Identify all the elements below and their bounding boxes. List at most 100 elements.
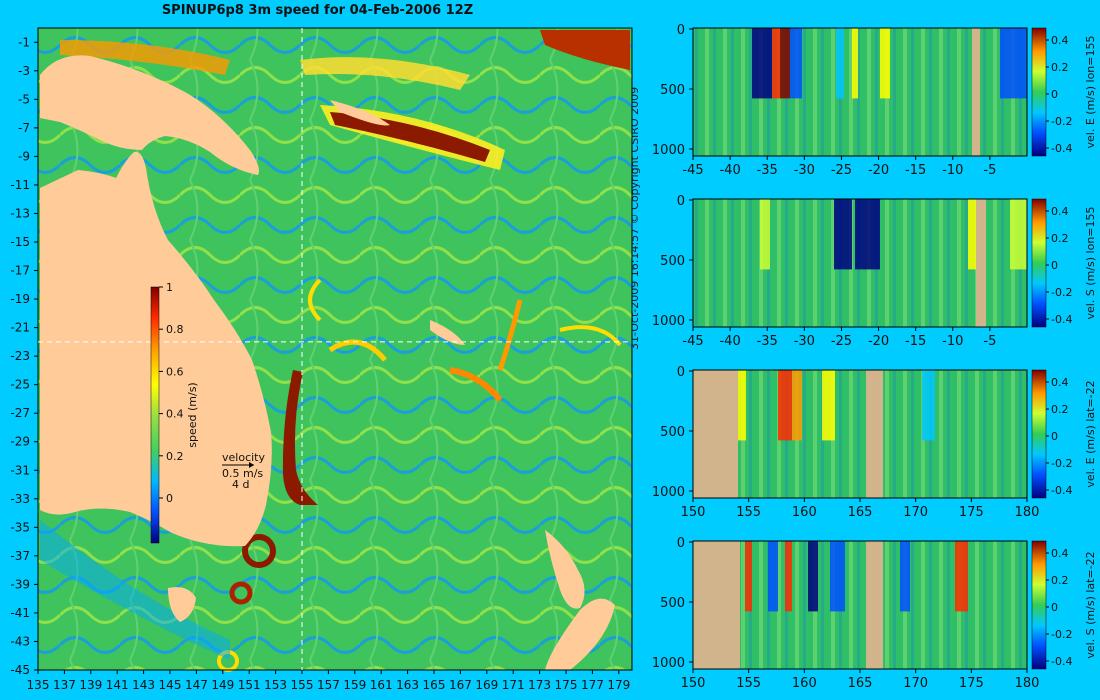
section-x-tick-label: -35 (757, 163, 778, 178)
map-x-tick-label: 177 (581, 678, 604, 692)
section-y-tick-label: 0 (677, 365, 685, 380)
section-colorbar-ramp (1031, 540, 1047, 670)
section-y-tick-label: 500 (660, 425, 685, 440)
section-feature (768, 541, 778, 612)
map-x-tick-label: 169 (475, 678, 498, 692)
map-y-tick-label: -9 (18, 149, 30, 163)
speed-colorbar-tick-label: 0.2 (166, 450, 184, 463)
map-y-tick-label: -45 (10, 663, 30, 677)
section-colorbar-tick-label: 0.2 (1051, 403, 1069, 416)
map-y-tick-label: -33 (10, 492, 30, 506)
section-colorbar-ramp (1031, 369, 1047, 499)
map-y-tick-label: -27 (10, 406, 30, 420)
section-feature (792, 370, 802, 441)
map-x-tick-label: 165 (423, 678, 446, 692)
map-y-tick-label: -43 (10, 634, 30, 648)
map-x-tick-label: 141 (106, 678, 129, 692)
north-current (300, 57, 470, 90)
section-y-tick-label: 1000 (652, 143, 685, 158)
section-colorbar-tick-label: 0.4 (1051, 547, 1069, 560)
map-y-tick-label: -11 (10, 178, 30, 192)
section-panels: 0 500 1000 -45 -40 -35 -30 -25 -20 -15 -10 -5 0.4 0.2… (652, 23, 1097, 691)
section-colorbar-tick-label: -0.4 (1051, 142, 1072, 155)
section-x-tick-label: 175 (959, 505, 984, 520)
section-y-tick-label: 0 (677, 23, 685, 38)
section-x-tick-label: -45 (682, 163, 703, 178)
speed-colorbar: 1 0.8 0.6 0.4 0.2 0 speed (m/s) (150, 281, 199, 544)
section-colorbar-tick-label: 0.4 (1051, 205, 1069, 218)
section-field (693, 541, 1027, 669)
section-feature (922, 370, 935, 441)
section-x-tick-label: 170 (903, 676, 928, 691)
section-feature (834, 199, 852, 270)
section-x-tick-label: -30 (794, 334, 815, 349)
section-feature (738, 370, 746, 441)
section-feature (693, 370, 738, 498)
map-y-tick-label: -3 (18, 64, 30, 78)
section-feature (760, 199, 770, 270)
map-y-tick-label: -37 (10, 549, 30, 563)
map-y-tick-label: -19 (10, 292, 30, 306)
map-x-tick-label: 157 (317, 678, 340, 692)
map-x-tick-label: 155 (291, 678, 314, 692)
section-x-tick-label: -30 (794, 163, 815, 178)
section-colorbar-tick-label: 0 (1051, 259, 1058, 272)
velocity-key-days: 4 d (232, 478, 249, 491)
section-y-tick-label: 500 (660, 596, 685, 611)
section-x-tick-label: -45 (682, 334, 703, 349)
section-x-tick-label: -25 (831, 163, 852, 178)
velocity-key-title: velocity (222, 451, 265, 464)
velocity-key-arrowhead (249, 462, 254, 468)
section-x-tick-label: -40 (719, 163, 740, 178)
section-feature (693, 541, 740, 669)
section-feature (955, 541, 968, 612)
section-colorbar-tick-label: -0.2 (1051, 286, 1072, 299)
northeast-current (540, 30, 630, 70)
velocity-key: velocity 0.5 m/s 4 d (222, 451, 265, 491)
speed-colorbar-tick-label: 0 (166, 492, 173, 505)
map-x-tick-label: 151 (238, 678, 261, 692)
section-feature (855, 199, 880, 270)
section-colorbar-tick-label: 0 (1051, 601, 1058, 614)
map-x-tick-label: 145 (159, 678, 182, 692)
section-x-tick-label: 175 (959, 676, 984, 691)
map-y-tick-label: -39 (10, 577, 30, 591)
eddy-arc-e (308, 278, 322, 322)
section-x-tick-label: 155 (736, 676, 761, 691)
new-zealand-north (545, 530, 585, 609)
speed-colorbar-tick-label: 1 (166, 281, 173, 294)
section-feature (968, 199, 978, 270)
section-colorbar-label: vel. E (m/s) lon=155 (1084, 36, 1097, 149)
section-feature (830, 541, 845, 612)
section-x-tick-label: -35 (757, 334, 778, 349)
map-y-tick-label: -25 (10, 378, 30, 392)
section-x-tick-label: -10 (942, 163, 963, 178)
section-panel-1: 0 500 1000 -45 -40 -35 -30 -25 -20 -15 -10 -5 0.4 0.2… (652, 23, 1097, 178)
eddy-arc-b (328, 339, 387, 362)
section-x-tick-label: -5 (983, 163, 996, 178)
map-y-tick-label: -31 (10, 463, 30, 477)
section-x-tick-label: -25 (831, 334, 852, 349)
section-colorbar-ramp (1031, 198, 1047, 328)
section-feature (778, 370, 792, 441)
section-feature (1010, 199, 1027, 270)
speed-colorbar-ramp (150, 286, 160, 544)
section-colorbar-label: vel. S (m/s) lat=-22 (1084, 551, 1097, 658)
section-x-tick-label: -5 (983, 334, 996, 349)
speed-colorbar-tick-label: 0.8 (166, 323, 184, 336)
map-x-tick-label: 171 (502, 678, 525, 692)
eddy-ring-a (242, 534, 276, 568)
section-colorbar-tick-label: 0.2 (1051, 61, 1069, 74)
section-y-tick-label: 0 (677, 536, 685, 551)
eddy-arc-a (449, 367, 503, 402)
map-y-tick-label: -15 (10, 235, 30, 249)
section-feature (772, 28, 780, 99)
map-y-tick-label: -41 (10, 606, 30, 620)
section-x-tick-label: 165 (848, 676, 873, 691)
section-x-tick-label: -15 (905, 334, 926, 349)
section-feature (852, 28, 858, 99)
map-frame (37, 27, 633, 671)
section-y-tick-label: 1000 (652, 656, 685, 671)
eddy-ring-b (229, 581, 253, 605)
map-y-tick-label: -23 (10, 349, 30, 363)
